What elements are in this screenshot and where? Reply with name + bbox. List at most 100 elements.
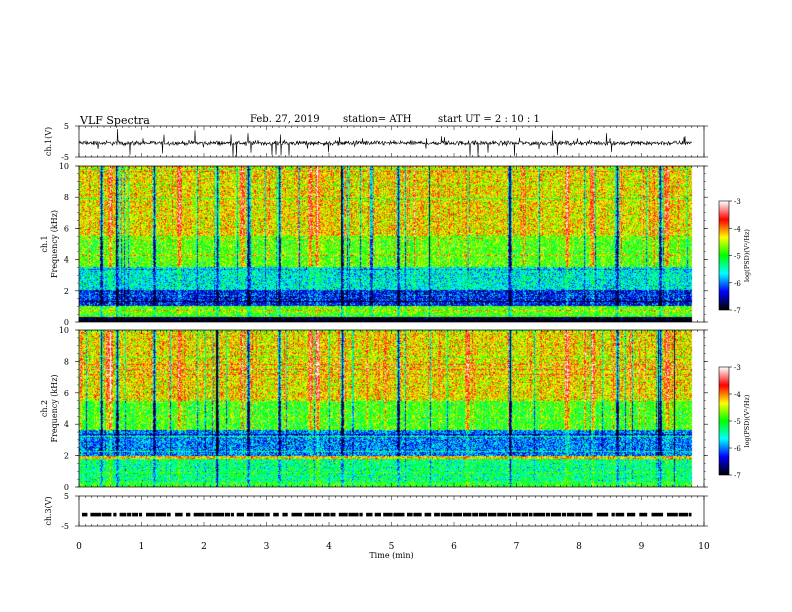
ch3-pulse [119,512,127,517]
ch3-pulse [265,512,270,517]
x-tick-label: 8 [576,542,582,552]
ch3-pulse [497,512,507,517]
ch3-pulse [478,512,487,517]
spectrogram-ylabel-frequency: Frequency (kHz) [50,210,59,278]
colorbar-tick-label: -4 [734,391,741,399]
colorbar-tick-label: -6 [734,280,741,288]
ch3-pulse [323,512,330,517]
x-tick-label: 1 [139,542,145,552]
spectrogram-image-2 [79,330,704,487]
colorbar-tick-label: -4 [734,225,741,233]
ch3-pulse [282,512,288,517]
y-tick-label: 10 [59,162,69,171]
ch3-pulse [155,512,167,517]
y-tick-label: 6 [64,389,69,398]
ch3-pulse [507,512,512,517]
x-axis-label: Time (min) [369,551,413,560]
ch3-pulse [273,512,279,517]
ch3-pulse [533,512,545,517]
ch3-pulse [581,512,593,517]
ch3-pulse [611,512,615,517]
ch3-pulse [348,512,359,517]
colorbar-tick-label: -5 [734,253,741,261]
ch3-pulse [291,512,303,517]
spectrogram-image-1 [79,166,704,322]
ch3-pulse [615,512,625,517]
y-tick-label: -5 [61,522,69,531]
ch3-pulse [236,512,244,517]
y-tick-label: 8 [64,357,69,366]
ch3-pulse [304,512,314,517]
spectrogram-ylabel-frequency: Frequency (kHz) [50,374,59,442]
ch3-pulse [205,512,212,517]
ch3-pulse [383,512,393,517]
x-tick-label: 10 [698,542,710,552]
y-tick-label: 8 [64,193,69,202]
ch3-pulse [487,512,497,517]
ch3-pulse [453,512,462,517]
ch3-pulse [521,512,529,517]
ch3-pulse [175,512,183,517]
x-tick-label: 0 [76,542,82,552]
ch3-pulse [314,512,322,517]
y-tick-label: 6 [64,224,69,233]
ch3-pulse [689,512,692,517]
ch3-pulse [139,512,143,517]
ch3-pulse [167,512,171,517]
ch3-pulse [462,512,472,517]
start-ut-label: start UT = 2 : 10 : 1 [438,114,540,125]
ch3-pulse [146,512,155,517]
ch3-pulse [424,512,432,517]
ch3-pulse [101,512,112,517]
ch3-pulse [566,512,575,517]
colorbar-gradient-1 [719,201,729,310]
ch3-ylabel: ch.3(V) [44,496,53,525]
x-tick-label: 4 [326,542,332,552]
y-tick-label: 2 [64,452,69,461]
x-tick-label: 5 [389,542,395,552]
ch3-pulse [374,512,381,517]
colorbar-tick-label: -6 [734,445,741,453]
ch3-pulse [651,512,664,517]
y-tick-label: -5 [61,153,69,162]
colorbar-tick-label: -3 [734,364,741,372]
colorbar-label: log(PSD)(V²/Hz) [743,394,751,447]
y-tick-label: 5 [64,492,69,501]
ch3-pulse [545,512,551,517]
ch3-pulse [596,512,609,517]
y-tick-label: 10 [59,326,69,335]
ch3-pulse [678,512,689,517]
ch1-ylabel: ch.1(V) [44,127,53,156]
ch3-pulse [366,512,373,517]
ch3-pulse [407,512,413,517]
station-label: station= ATH [343,114,412,125]
y-tick-label: 2 [64,287,69,296]
ch3-pulse [440,512,453,517]
ch3-pulse [529,512,533,517]
ch3-pulse [253,512,265,517]
ch3-pulse [627,512,636,517]
ch3-pulse [413,512,422,517]
colorbar-label: log(PSD)(V²/Hz) [743,229,751,282]
x-tick-label: 2 [201,542,207,552]
ch3-pulse [639,512,648,517]
ch3-pulse [338,512,348,517]
y-tick-label: 5 [64,122,69,131]
ch3-pulse [472,512,478,517]
ch3-pulse [230,512,234,517]
chart-title: VLF Spectra [80,114,150,127]
colorbar-gradient-2 [719,367,729,475]
y-tick-label: 0 [64,318,69,327]
x-tick-label: 3 [264,542,270,552]
ch3-pulse [113,512,117,517]
x-tick-label: 9 [639,542,645,552]
ch3-pulse [193,512,205,517]
ch3-pulse [393,512,405,517]
spectrogram-ylabel-channel: ch.1 [40,235,49,252]
ch3-pulse [212,512,224,517]
colorbar-tick-label: -7 [734,307,741,315]
x-tick-label: 6 [451,542,457,552]
ch3-pulse [90,512,101,517]
ch3-pulse [551,512,562,517]
